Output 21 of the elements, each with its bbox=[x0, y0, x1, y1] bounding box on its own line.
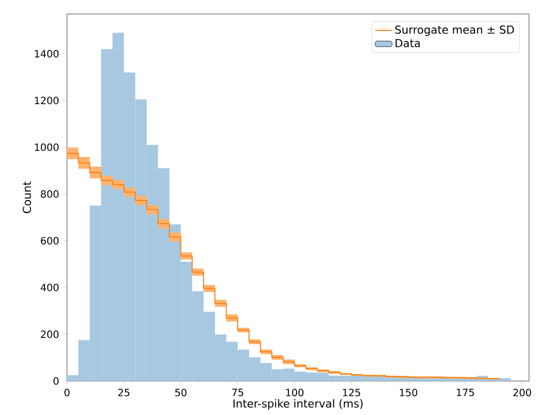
x-tick-label: 125 bbox=[343, 388, 360, 396]
y-tick-label: 400 bbox=[40, 284, 59, 292]
y-axis-title: Count bbox=[22, 181, 32, 214]
y-tick-label: 0 bbox=[54, 377, 59, 385]
x-axis-title: Inter-spike interval (ms) bbox=[234, 399, 363, 410]
x-tick-label: 75 bbox=[232, 388, 244, 396]
x-tick-label: 50 bbox=[175, 388, 186, 396]
legend-label: Data bbox=[396, 39, 420, 48]
y-tick-label: 1200 bbox=[34, 96, 59, 104]
x-tick-label: 200 bbox=[513, 388, 532, 396]
x-tick-label: 0 bbox=[64, 388, 70, 396]
y-tick-label: 800 bbox=[40, 190, 59, 198]
y-tick-label: 1000 bbox=[34, 143, 59, 152]
x-tick-label: 100 bbox=[286, 388, 304, 396]
y-tick-label: 1400 bbox=[34, 50, 59, 58]
x-tick-label: 25 bbox=[118, 388, 130, 396]
x-tick-label: 175 bbox=[456, 388, 474, 396]
y-tick-label: 200 bbox=[40, 330, 59, 338]
y-tick-label: 600 bbox=[40, 236, 59, 245]
x-tick-label: 150 bbox=[400, 388, 418, 396]
legend-label: Surrogate mean ± SD bbox=[395, 26, 514, 36]
